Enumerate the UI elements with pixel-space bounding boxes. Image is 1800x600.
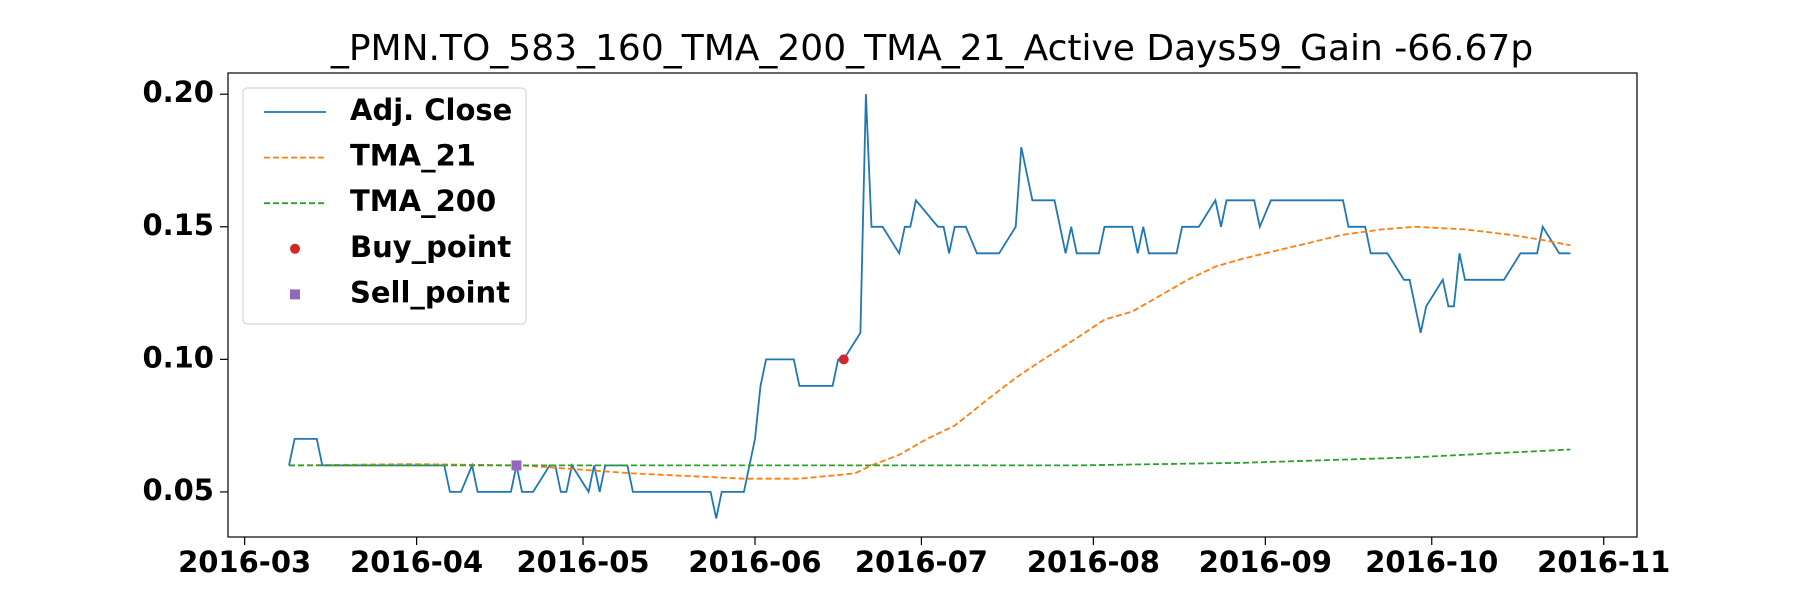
legend: Adj. Close TMA_21 TMA_200 Buy_point Sell_poi… [242, 87, 527, 325]
x-tick-label: 2016-03 [178, 545, 311, 579]
legend-label: Sell_point [350, 275, 510, 309]
x-tick-label: 2016-04 [350, 545, 483, 579]
series-line [288, 94, 1571, 519]
x-tick-label: 2016-06 [688, 545, 821, 579]
point [511, 460, 522, 471]
legend-swatch [290, 243, 300, 254]
plot-frame [227, 72, 1638, 538]
legend-label: TMA_200 [350, 184, 496, 218]
legend-label: Buy_point [350, 230, 511, 264]
y-tick-label: 0.05 [142, 473, 214, 507]
point [838, 354, 849, 365]
legend-box [242, 87, 527, 325]
legend-label: TMA_21 [350, 139, 476, 173]
chart-title: _PMN.TO_583_160_TMA_200_TMA_21_Active Da… [330, 28, 1533, 69]
y-tick-label: 0.15 [142, 208, 214, 242]
legend-label: Adj. Close [350, 93, 512, 127]
y-tick-label: 0.20 [142, 75, 214, 109]
x-tick-label: 2016-07 [855, 545, 988, 579]
x-tick-label: 2016-08 [1027, 545, 1160, 579]
x-tick-label: 2016-10 [1365, 545, 1498, 579]
legend-swatch [290, 289, 300, 300]
x-tick-label: 2016-05 [516, 545, 649, 579]
y-tick-label: 0.10 [142, 340, 214, 374]
x-tick-label: 2016-11 [1537, 545, 1670, 579]
series-line [289, 448, 1571, 467]
x-tick-label: 2016-09 [1199, 545, 1332, 579]
